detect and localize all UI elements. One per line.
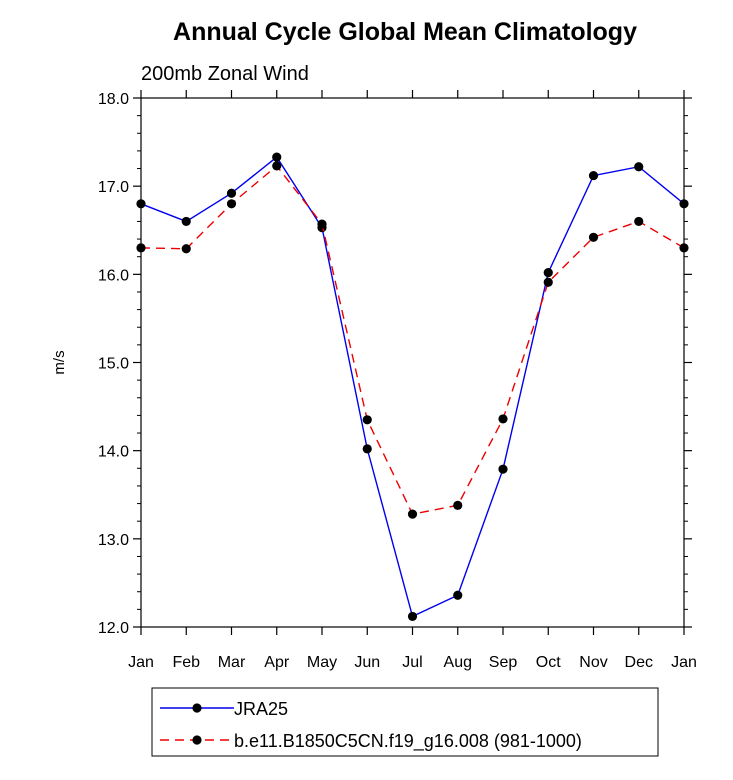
data-point: [679, 199, 689, 209]
data-point: [407, 611, 418, 622]
data-point: [181, 244, 191, 254]
legend-label: b.e11.B1850C5CN.f19_g16.008 (981-1000): [234, 731, 582, 752]
x-tick-label: May: [307, 654, 337, 671]
y-tick-label: 13.0: [98, 532, 129, 549]
series-line: [140, 164, 685, 515]
series-line: [140, 156, 685, 618]
chart-title: Annual Cycle Global Mean Climatology: [173, 18, 637, 46]
x-tick-label: Nov: [579, 654, 607, 671]
x-tick-label: Feb: [172, 654, 200, 671]
x-tick-label: Aug: [444, 654, 472, 671]
legend-marker: [192, 735, 202, 745]
data-point: [453, 590, 463, 600]
legend-item: JRA25: [160, 699, 288, 719]
series-2: [136, 161, 689, 519]
y-tick-label: 18.0: [98, 91, 129, 108]
y-tick-label: 16.0: [98, 267, 129, 284]
data-point: [588, 232, 599, 242]
data-point: [317, 219, 327, 229]
data-point: [136, 243, 146, 253]
data-point: [679, 243, 689, 253]
data-point: [272, 161, 282, 171]
data-point: [362, 415, 372, 425]
data-point: [498, 464, 508, 474]
data-point: [136, 199, 146, 209]
x-tick-label: Oct: [536, 654, 561, 671]
data-point: [588, 170, 599, 181]
y-tick-label: 14.0: [98, 444, 129, 461]
axis-ticks: [133, 90, 692, 635]
y-axis-label: m/s: [51, 350, 68, 374]
data-point: [634, 162, 644, 172]
legend-label: JRA25: [234, 699, 288, 719]
x-tick-label: Jan: [671, 654, 697, 671]
data-point: [543, 267, 553, 278]
y-tick-label: 17.0: [98, 179, 129, 196]
data-point: [543, 277, 553, 287]
legend-marker: [192, 703, 202, 713]
y-tick-label: 15.0: [98, 356, 129, 373]
x-tick-label: Jan: [128, 654, 154, 671]
data-point: [226, 199, 237, 209]
y-tick-labels: 12.0 13.0 14.0 15.0 16.0 17.0 18.0: [98, 91, 129, 637]
x-tick-label: Sep: [489, 654, 518, 671]
y-tick-label: 12.0: [98, 620, 129, 637]
chart-subtitle: 200mb Zonal Wind: [141, 63, 309, 85]
x-tick-label: Mar: [218, 654, 246, 671]
data-point: [634, 216, 644, 227]
data-point: [407, 509, 418, 519]
data-point: [181, 216, 191, 227]
legend-item: b.e11.B1850C5CN.f19_g16.008 (981-1000): [160, 731, 582, 752]
x-tick-label: Apr: [264, 654, 290, 671]
data-point: [226, 188, 237, 198]
legend: JRA25 b.e11.B1850C5CN.f19_g16.008 (981-10…: [151, 687, 659, 757]
series-1: [136, 152, 689, 622]
plot-frame: [140, 97, 685, 628]
x-tick-labels: Jan Feb Mar Apr May Jun Jul Aug Sep Oct Nov Dec Jan: [128, 654, 697, 671]
data-point: [272, 152, 282, 162]
data-point: [362, 444, 372, 454]
series-layer: [136, 152, 689, 622]
data-point: [498, 414, 508, 424]
data-point: [453, 500, 463, 510]
x-tick-label: Jul: [402, 654, 422, 671]
x-tick-label: Jun: [354, 654, 380, 671]
x-tick-label: Dec: [625, 654, 653, 671]
legend-box: [151, 687, 659, 757]
